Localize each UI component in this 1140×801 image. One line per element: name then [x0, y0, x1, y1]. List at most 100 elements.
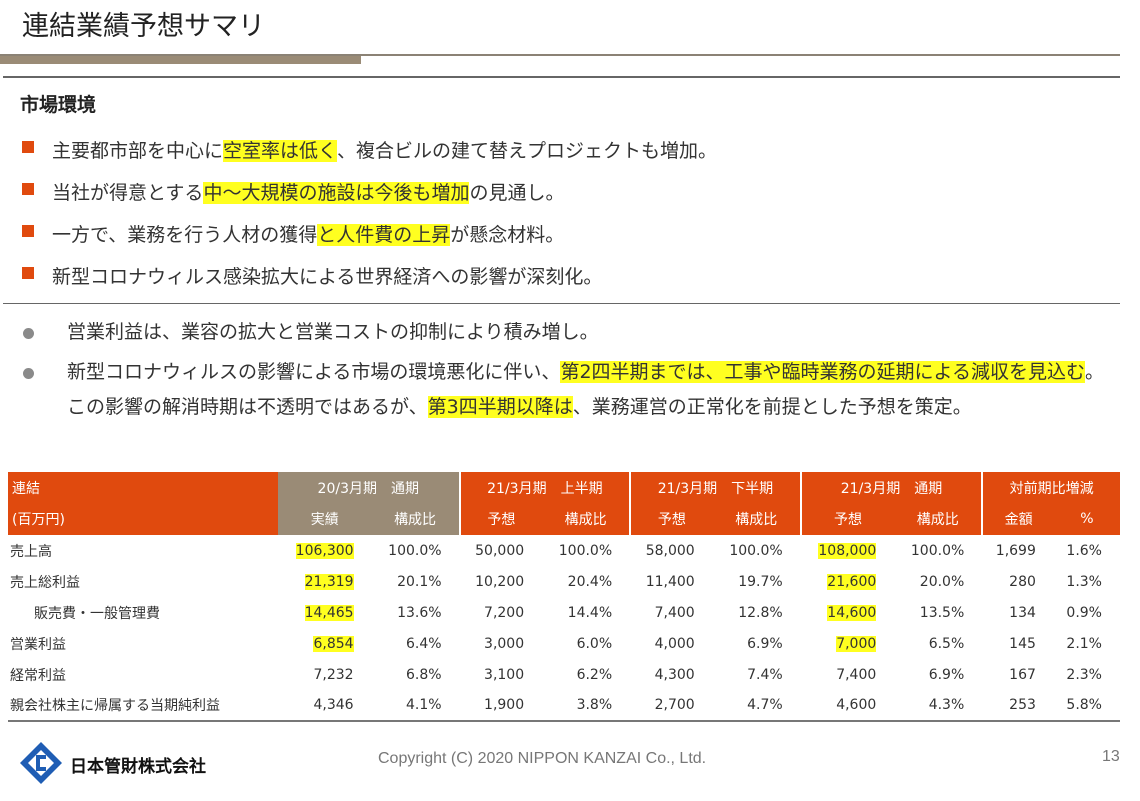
- table-cell: 2.1%: [1054, 628, 1120, 659]
- table-cell: 7,000: [801, 628, 895, 659]
- text-segment: 一方で、業務を行う人材の獲得: [52, 224, 318, 246]
- cell-value: 7,400: [836, 666, 877, 683]
- table-cell: 13.5%: [894, 597, 982, 628]
- highlighted-text: 中～大規模の施設は今後も増加: [203, 182, 470, 204]
- cell-value: 2.3%: [1066, 666, 1102, 683]
- table-cell: 20.0%: [894, 566, 982, 597]
- cell-value: 6.2%: [576, 666, 613, 683]
- table-cell: 6,854: [278, 628, 372, 659]
- highlighted-text: 第2四半期までは、工事や臨時業務の延期による減収を見込む: [560, 361, 1085, 383]
- cell-value: 12.8%: [738, 604, 783, 621]
- cell-value: 4.7%: [747, 697, 783, 713]
- cell-value: 13.5%: [919, 604, 965, 621]
- title-divider: [0, 54, 1120, 56]
- highlighted-text: 第3四半期以降は: [427, 396, 573, 418]
- cell-value: 6.0%: [576, 635, 613, 652]
- cell-value: 1.6%: [1066, 542, 1102, 559]
- table-cell: 280: [982, 566, 1054, 597]
- cell-value: 100.0%: [388, 542, 442, 559]
- table-cell: 106,300: [278, 535, 372, 566]
- table-cell: 19.7%: [713, 566, 801, 597]
- row-label: 販売費・一般管理費: [34, 605, 160, 622]
- cell-value: 1.3%: [1066, 573, 1102, 590]
- group-header: 21/3月期 通期: [799, 472, 983, 504]
- cell-value: 4.1%: [405, 697, 442, 713]
- text-segment: 営業利益は、業容の拡大と営業コストの抑制により積み増し。: [67, 321, 599, 343]
- table-cell: 1.3%: [1054, 566, 1120, 597]
- table-cell: 4,300: [630, 659, 713, 690]
- cell-value: 253: [1009, 697, 1036, 713]
- section-divider: [3, 76, 1120, 78]
- table-cell: 4,346: [278, 690, 372, 722]
- table-cell: 3,000: [460, 628, 543, 659]
- cell-value: 21,319: [304, 573, 354, 590]
- column-header: 構成比: [371, 503, 460, 535]
- square-bullet-icon: [22, 267, 34, 279]
- cell-value: 100.0%: [910, 542, 965, 559]
- circle-bullet-icon: [23, 368, 34, 379]
- table-cell: 2.3%: [1054, 659, 1120, 690]
- cell-value: 4,300: [654, 666, 695, 683]
- cell-value: 6,854: [313, 635, 354, 652]
- cell-value: 106,300: [295, 542, 354, 559]
- table-cell: 6.5%: [894, 628, 982, 659]
- cell-value: 2,700: [654, 697, 695, 713]
- table-cell: 10,200: [460, 566, 543, 597]
- table-cell: 2,700: [630, 690, 713, 722]
- cell-value: 11,400: [645, 573, 695, 590]
- text-segment: 、業務運営の正常化を前提とした予想を策定。: [572, 396, 972, 418]
- cell-value: 6.9%: [928, 666, 965, 683]
- cell-value: 20.4%: [567, 573, 613, 590]
- cell-value: 6.4%: [405, 635, 442, 652]
- table-cell: 134: [982, 597, 1054, 628]
- cell-value: 7,200: [484, 604, 525, 621]
- cell-value: 5.8%: [1066, 697, 1102, 713]
- highlighted-text: 空室率は低く: [223, 140, 338, 162]
- table-cell: 4,000: [630, 628, 713, 659]
- group-header: 20/3月期 通期: [278, 472, 460, 504]
- table-row: 販売費・一般管理費 14,465 13.6% 7,200 14.4% 7,400 12.8%…: [8, 597, 1120, 628]
- cell-value: 134: [1009, 604, 1036, 621]
- column-header: 構成比: [712, 503, 801, 535]
- column-header: 予想: [799, 503, 895, 535]
- cell-value: 7.4%: [747, 666, 783, 683]
- group-header: 対前期比増減: [981, 472, 1120, 504]
- cell-value: 4,346: [313, 697, 354, 713]
- row-label: 経常利益: [10, 667, 66, 684]
- text-segment: 、複合ビルの建て替えプロジェクトも増加。: [337, 140, 718, 162]
- cell-value: 3.8%: [576, 697, 613, 713]
- square-bullet-icon: [22, 225, 34, 237]
- cell-value: 14.4%: [567, 604, 613, 621]
- bullet-item: 新型コロナウィルスの影響による市場の環境悪化に伴い、第2四半期までは、工事や臨時…: [67, 355, 1117, 425]
- table-cell: 4.3%: [894, 690, 983, 722]
- cell-value: 167: [1009, 666, 1036, 683]
- cell-value: 4,000: [654, 635, 695, 652]
- text-segment: 新型コロナウィルス感染拡大による世界経済への影響が深刻化。: [52, 266, 603, 288]
- divider: [3, 303, 1120, 304]
- cell-value: 4.3%: [928, 697, 965, 713]
- table-cell: 3,100: [460, 659, 543, 690]
- row-label: 親会社株主に帰属する当期純利益: [8, 690, 278, 722]
- table-row: 売上高 106,300 100.0% 50,000 100.0% 58,000 100.0%…: [8, 535, 1120, 566]
- table-cell: 14,600: [801, 597, 895, 628]
- table-cell: 1.6%: [1054, 535, 1120, 566]
- table-cell: 6.0%: [542, 628, 630, 659]
- table-cell: 6.9%: [713, 628, 801, 659]
- table-cell: 3.8%: [542, 690, 631, 722]
- table-cell: 4.7%: [712, 690, 801, 722]
- page-title: 連結業績予想サマリ: [22, 11, 265, 42]
- cell-value: 7,232: [313, 666, 354, 683]
- highlighted-text: と人件費の上昇: [317, 224, 451, 246]
- circle-bullet-icon: [23, 328, 34, 339]
- cell-value: 20.0%: [919, 573, 965, 590]
- column-header: 予想: [458, 503, 543, 535]
- cell-value: 58,000: [645, 542, 695, 559]
- row-label: 売上総利益: [10, 574, 80, 591]
- table-cell: 4,600: [800, 690, 895, 722]
- section-heading: 市場環境: [20, 94, 97, 116]
- table-row: 親会社株主に帰属する当期純利益 4,346 4.1% 1,900 3.8% 2,700 4.…: [8, 690, 1120, 722]
- cell-value: 10,200: [475, 573, 525, 590]
- column-header: 予想: [629, 503, 713, 535]
- table-cell: 4.1%: [371, 690, 460, 722]
- table-cell: 11,400: [630, 566, 713, 597]
